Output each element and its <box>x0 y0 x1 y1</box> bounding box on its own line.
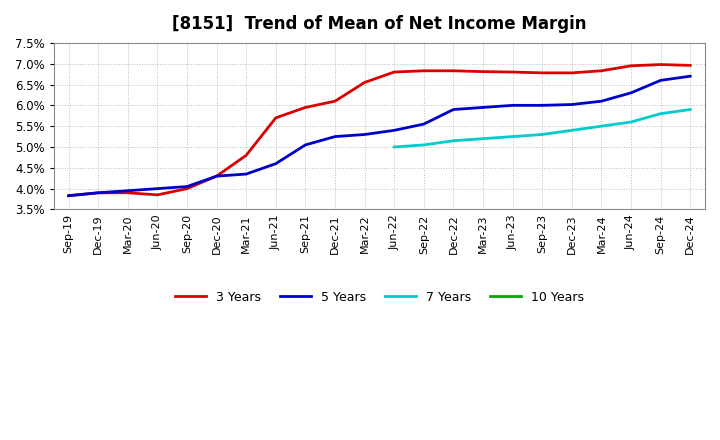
3 Years <box>449 68 458 73</box>
Line: 5 Years: 5 Years <box>68 76 690 196</box>
3 Years <box>123 190 132 195</box>
3 Years <box>538 70 546 76</box>
3 Years <box>94 190 102 195</box>
3 Years <box>567 70 576 76</box>
3 Years <box>508 70 517 75</box>
3 Years <box>626 63 635 69</box>
7 Years <box>538 132 546 137</box>
3 Years <box>301 105 310 110</box>
7 Years <box>626 119 635 125</box>
5 Years <box>212 173 221 179</box>
3 Years <box>153 192 162 198</box>
3 Years <box>183 186 192 191</box>
5 Years <box>449 107 458 112</box>
7 Years <box>420 142 428 147</box>
7 Years <box>567 128 576 133</box>
5 Years <box>420 121 428 127</box>
5 Years <box>656 78 665 83</box>
5 Years <box>271 161 280 166</box>
5 Years <box>183 184 192 189</box>
3 Years <box>330 99 339 104</box>
Legend: 3 Years, 5 Years, 7 Years, 10 Years: 3 Years, 5 Years, 7 Years, 10 Years <box>170 286 589 309</box>
5 Years <box>390 128 398 133</box>
5 Years <box>626 90 635 95</box>
3 Years <box>360 80 369 85</box>
5 Years <box>94 190 102 195</box>
3 Years <box>212 173 221 179</box>
7 Years <box>656 111 665 116</box>
7 Years <box>390 144 398 150</box>
7 Years <box>597 124 606 129</box>
3 Years <box>271 115 280 121</box>
3 Years <box>686 63 695 68</box>
7 Years <box>479 136 487 141</box>
5 Years <box>330 134 339 139</box>
3 Years <box>479 69 487 74</box>
3 Years <box>242 153 251 158</box>
3 Years <box>390 70 398 75</box>
3 Years <box>64 193 73 198</box>
5 Years <box>479 105 487 110</box>
7 Years <box>686 107 695 112</box>
Title: [8151]  Trend of Mean of Net Income Margin: [8151] Trend of Mean of Net Income Margi… <box>172 15 587 33</box>
Line: 3 Years: 3 Years <box>68 65 690 196</box>
5 Years <box>242 172 251 177</box>
5 Years <box>538 103 546 108</box>
3 Years <box>656 62 665 67</box>
5 Years <box>64 193 73 198</box>
7 Years <box>508 134 517 139</box>
5 Years <box>153 186 162 191</box>
3 Years <box>597 68 606 73</box>
Line: 7 Years: 7 Years <box>394 110 690 147</box>
5 Years <box>508 103 517 108</box>
5 Years <box>301 142 310 147</box>
5 Years <box>686 73 695 79</box>
7 Years <box>449 138 458 143</box>
5 Years <box>567 102 576 107</box>
5 Years <box>123 188 132 193</box>
3 Years <box>420 68 428 73</box>
5 Years <box>597 99 606 104</box>
5 Years <box>360 132 369 137</box>
